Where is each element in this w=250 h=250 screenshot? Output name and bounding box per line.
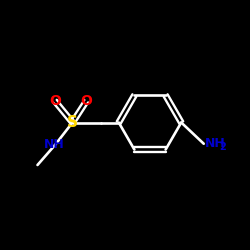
Text: O: O xyxy=(80,94,92,108)
Text: 2: 2 xyxy=(219,142,226,152)
Text: S: S xyxy=(67,115,78,130)
Text: NH: NH xyxy=(205,137,226,150)
Text: O: O xyxy=(49,94,61,108)
Text: NH: NH xyxy=(44,138,64,151)
